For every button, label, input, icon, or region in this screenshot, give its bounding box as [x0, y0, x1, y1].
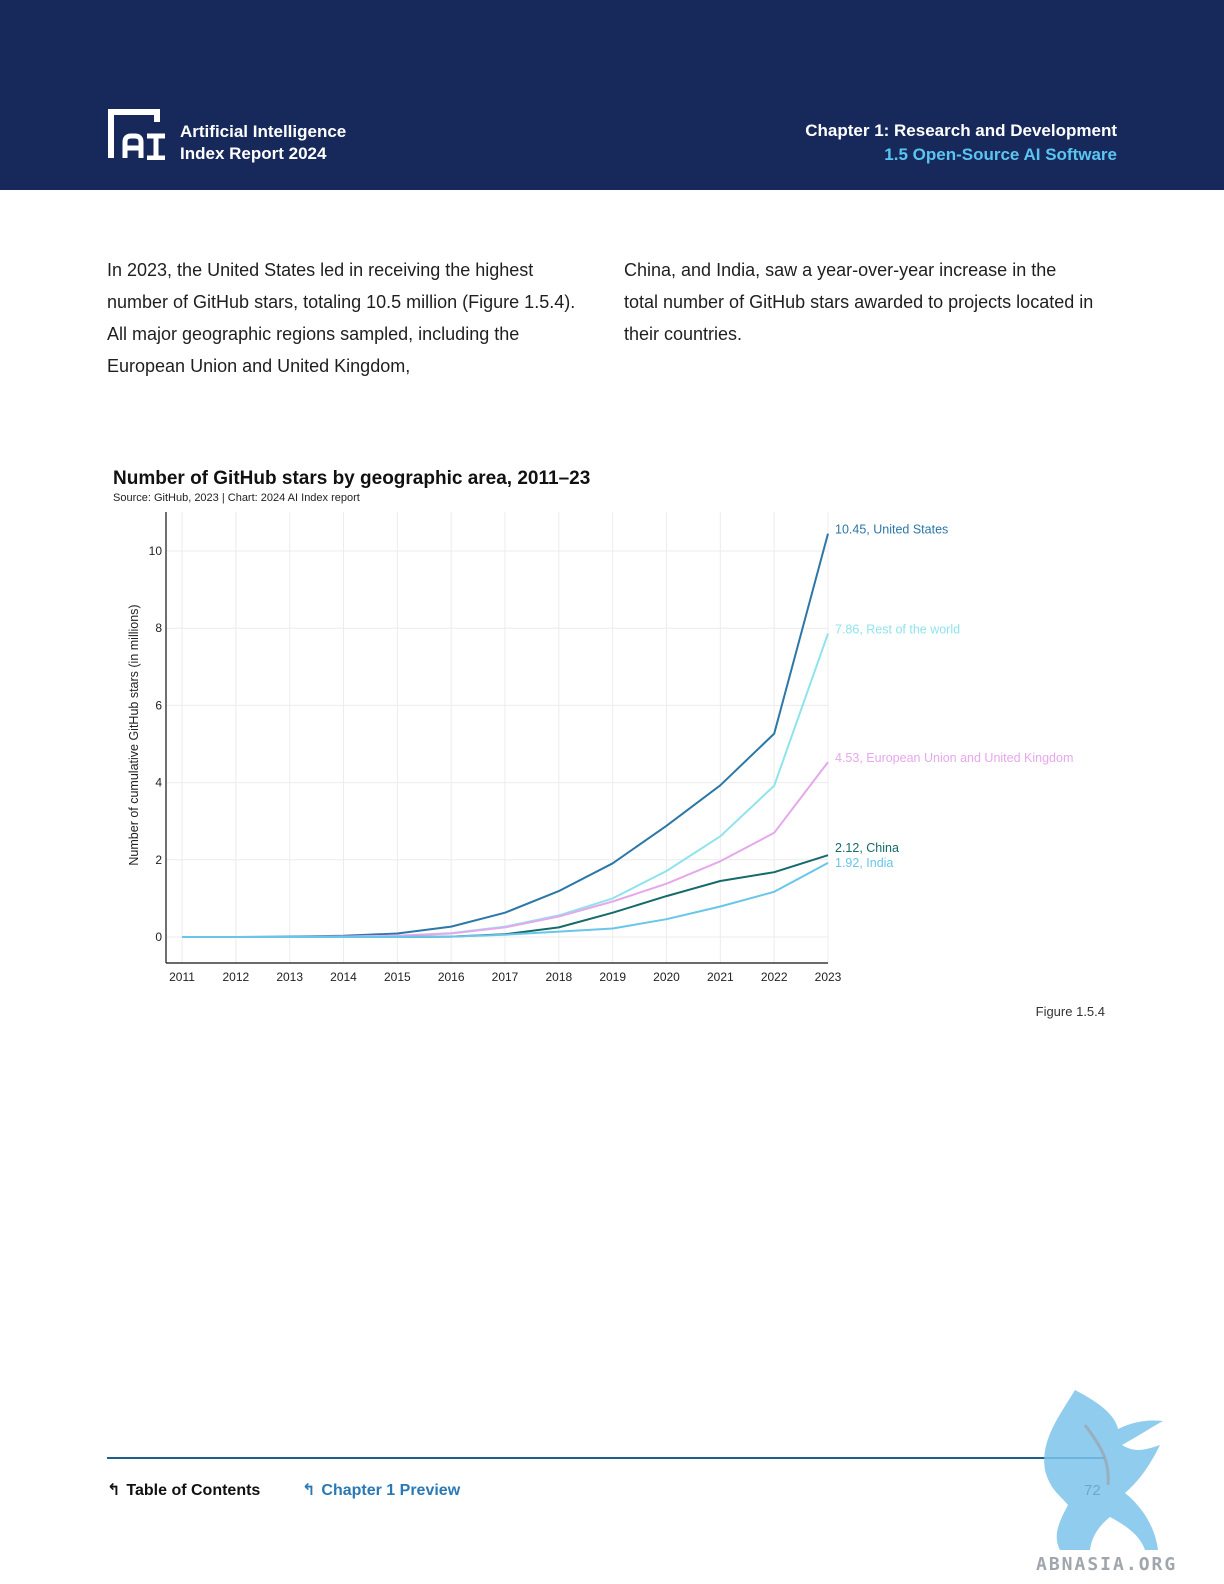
- ai-index-logo-icon: [108, 109, 165, 160]
- table-of-contents-link[interactable]: ↰ Table of Contents: [107, 1480, 260, 1500]
- toc-label: Table of Contents: [126, 1482, 261, 1499]
- x-tick-label: 2012: [222, 970, 249, 984]
- griffin-watermark-icon: [1044, 1390, 1163, 1550]
- chapter-preview-link[interactable]: ↰ Chapter 1 Preview: [302, 1480, 460, 1500]
- series-end-label: 1.92, India: [835, 856, 893, 870]
- y-tick-label: 6: [155, 698, 162, 712]
- section-title: 1.5 Open-Source AI Software: [884, 145, 1117, 164]
- x-tick-label: 2023: [815, 970, 842, 984]
- series-end-label: 4.53, European Union and United Kingdom: [835, 751, 1073, 765]
- chart-source: Source: GitHub, 2023 | Chart: 2024 AI In…: [113, 492, 360, 504]
- return-arrow-icon: ↰: [107, 1482, 121, 1499]
- y-tick-label: 2: [155, 853, 162, 867]
- x-tick-label: 2018: [545, 970, 572, 984]
- y-tick-label: 8: [155, 621, 162, 635]
- x-tick-label: 2020: [653, 970, 680, 984]
- x-tick-label: 2016: [438, 970, 465, 984]
- chart-title: Number of GitHub stars by geographic are…: [113, 468, 591, 489]
- body-paragraph-left: In 2023, the United States led in receiv…: [107, 260, 576, 376]
- report-brand: Artificial Intelligence Index Report 202…: [180, 121, 346, 165]
- watermark-text: ABNASIA.ORG: [1036, 1554, 1178, 1575]
- footer-divider: [107, 1457, 1105, 1459]
- return-arrow-icon: ↰: [302, 1482, 316, 1499]
- series-end-label: 7.86, Rest of the world: [835, 623, 960, 637]
- x-tick-label: 2014: [330, 970, 357, 984]
- x-tick-label: 2013: [276, 970, 303, 984]
- y-tick-label: 0: [155, 930, 162, 944]
- x-tick-label: 2011: [169, 970, 195, 984]
- y-tick-label: 4: [155, 776, 162, 790]
- x-tick-label: 2019: [599, 970, 626, 984]
- series-line-india: [182, 862, 829, 938]
- series-end-label: 2.12, China: [835, 841, 899, 855]
- chapter-title: Chapter 1: Research and Development: [805, 121, 1117, 140]
- brand-line-2: Index Report 2024: [180, 144, 327, 163]
- chapter-preview-label: Chapter 1 Preview: [321, 1482, 461, 1499]
- chapter-heading: Chapter 1: Research and Development 1.5 …: [805, 119, 1117, 167]
- y-tick-label: 10: [149, 544, 163, 558]
- x-tick-label: 2021: [707, 970, 734, 984]
- brand-line-1: Artificial Intelligence: [180, 122, 347, 141]
- line-chart: 0 2 4 6 8 10 2011 2012 2013 2014 2015 2016 2017 2018 2…: [149, 512, 1073, 984]
- figure-label: Figure 1.5.4: [1035, 1004, 1105, 1019]
- x-tick-label: 2015: [384, 970, 411, 984]
- series-end-label: 10.45, United States: [835, 523, 948, 537]
- x-tick-label: 2022: [761, 970, 788, 984]
- body-paragraph-right: China, and India, saw a year-over-year i…: [624, 260, 1094, 344]
- x-tick-label: 2017: [492, 970, 519, 984]
- page-header: Artificial Intelligence Index Report 202…: [0, 0, 1224, 190]
